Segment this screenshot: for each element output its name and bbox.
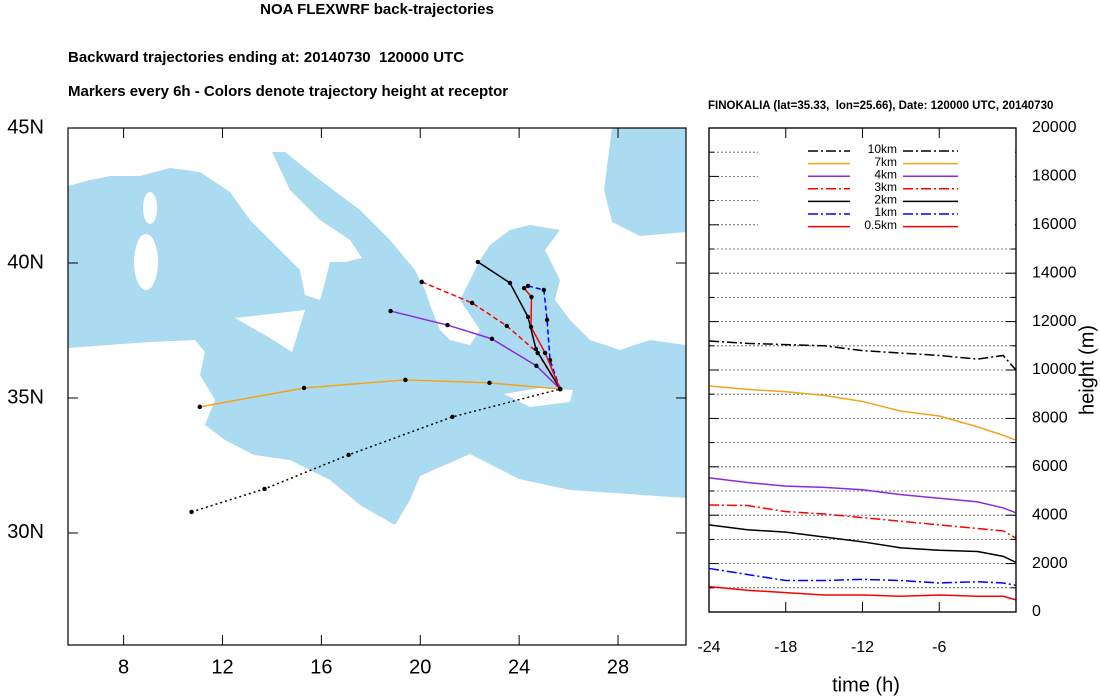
line [708, 477, 1017, 514]
panel-title: FINOKALIA (lat=35.33, lon=25.66), Date: … [708, 100, 1053, 112]
line [708, 567, 1017, 587]
y-tick-label: 10000 [1032, 361, 1077, 378]
y-tick-label: 2000 [1032, 555, 1068, 572]
x-tick-label: 16 [310, 656, 332, 678]
y-tick-label: 30N [7, 521, 44, 543]
x-axis-label: time (h) [832, 674, 900, 696]
map-frame [67, 127, 687, 646]
trajectory-marker [504, 323, 509, 329]
y-axis-label: height (m) [1076, 325, 1098, 415]
legend-label: 4km [874, 167, 897, 181]
y-tick-label: 12000 [1032, 313, 1077, 330]
trajectory-marker [189, 509, 194, 515]
x-tick-label: 12 [211, 656, 233, 678]
x-tick-label: -6 [932, 639, 946, 656]
legend-label: 10km [868, 142, 897, 156]
map-background [67, 127, 687, 646]
y-tick-label: 6000 [1032, 458, 1068, 475]
x-tick-label: 24 [508, 656, 530, 678]
x-tick-label: -12 [851, 639, 874, 656]
line [708, 340, 1017, 371]
y-tick-label: 16000 [1032, 216, 1077, 233]
trajectory-marker [541, 287, 547, 293]
line [708, 524, 1017, 564]
y-tick-label: 20000 [1032, 119, 1077, 136]
trajectory-marker [557, 386, 563, 392]
trajectory-marker [542, 350, 548, 356]
corsica [143, 192, 157, 224]
trajectory-marker [528, 324, 534, 330]
trajectory-marker [445, 322, 450, 328]
y-tick-label: 45N [7, 116, 44, 138]
trajectory-marker [529, 294, 534, 300]
plot-frame [708, 127, 1017, 613]
x-tick-label: -24 [697, 639, 720, 656]
trajectory-marker [403, 377, 408, 383]
trajectory-marker [450, 414, 455, 420]
trajectory-marker [197, 404, 202, 410]
x-tick-label: 20 [409, 656, 431, 678]
y-tick-label: 35N [7, 386, 44, 408]
black-sea [604, 128, 686, 236]
crete [504, 388, 573, 407]
x-tick-label: 28 [607, 656, 629, 678]
y-tick-label: 18000 [1032, 168, 1077, 185]
trajectory-marker [262, 486, 267, 492]
line [708, 385, 1017, 441]
x-tick-label: 8 [118, 656, 129, 678]
legend-background [758, 142, 1015, 236]
legend-label: 0.5km [864, 218, 897, 232]
trajectory-marker [533, 346, 539, 352]
trajectory-marker [521, 285, 527, 291]
trajectory-marker [489, 336, 495, 342]
chart-subtitle: Backward trajectories ending at: 2014073… [68, 49, 464, 66]
y-tick-label: 0 [1032, 603, 1041, 620]
line [708, 585, 1017, 601]
trajectory [527, 285, 561, 390]
legend-label: 1km [874, 205, 897, 219]
trajectory-marker [525, 314, 531, 320]
trajectory [191, 388, 561, 513]
trajectory-marker [544, 317, 550, 323]
sicily [235, 310, 305, 352]
trajectory-marker [301, 385, 307, 391]
sardinia [134, 234, 158, 290]
trajectory-marker [419, 279, 424, 285]
x-tick-label: -18 [774, 639, 797, 656]
trajectory-marker [534, 363, 539, 369]
trajectory-marker [475, 259, 481, 265]
land-africa [68, 340, 686, 645]
trajectory-marker [346, 452, 351, 458]
legend-label: 3km [874, 180, 897, 194]
trajectory-marker [487, 380, 492, 386]
annotation: Markers every 6h - Colors denote traject… [68, 83, 508, 100]
y-tick-label: 4000 [1032, 506, 1068, 523]
trajectory-marker [507, 280, 513, 286]
land-europe [68, 128, 686, 350]
line [708, 504, 1017, 539]
y-tick-label: 14000 [1032, 264, 1077, 281]
chart-title: NOA FLEXWRF back-trajectories [260, 1, 494, 18]
y-tick-label: 8000 [1032, 410, 1068, 427]
y-tick-label: 40N [7, 251, 44, 273]
legend-label: 7km [874, 155, 897, 169]
trajectory-marker [469, 300, 475, 306]
trajectory-marker [388, 308, 393, 314]
trajectory-marker [525, 283, 531, 289]
legend-label: 2km [874, 193, 897, 207]
